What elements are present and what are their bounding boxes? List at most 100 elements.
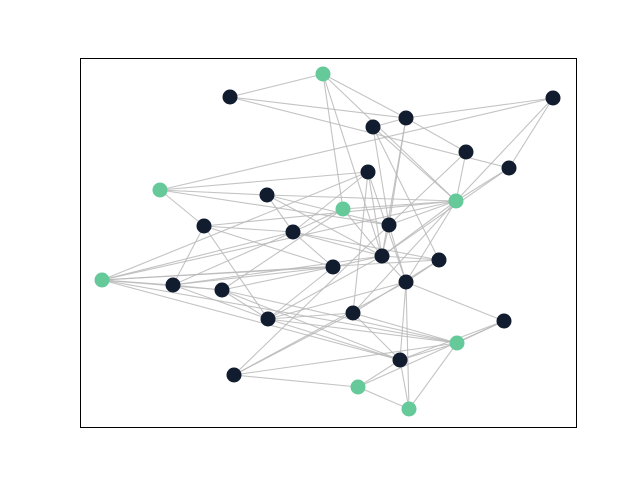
graph-edge bbox=[101, 266, 334, 281]
graph-edge bbox=[408, 342, 458, 410]
graph-edge bbox=[405, 117, 467, 153]
graph-node-dark bbox=[325, 259, 341, 275]
graph-edge bbox=[292, 231, 383, 257]
graph-edge bbox=[233, 342, 458, 376]
graph-edge bbox=[292, 231, 334, 268]
graph-edge bbox=[372, 126, 457, 202]
graph-edge bbox=[367, 171, 383, 257]
graph-edge bbox=[267, 281, 407, 320]
graph-edge bbox=[101, 231, 294, 281]
graph-edge bbox=[221, 289, 458, 344]
graph-edge bbox=[352, 200, 457, 314]
graph-edge bbox=[221, 289, 269, 320]
graph-edge bbox=[455, 151, 467, 202]
graph-node-dark bbox=[365, 119, 381, 135]
graph-edge bbox=[352, 171, 369, 314]
graph-edge bbox=[357, 386, 410, 410]
graph-edge bbox=[172, 231, 294, 286]
graph-edge bbox=[292, 231, 440, 261]
graph-edge bbox=[381, 255, 440, 261]
graph-edge bbox=[399, 359, 410, 410]
graph-edge bbox=[101, 279, 401, 361]
graph-edge bbox=[267, 318, 458, 344]
graph-node-dark bbox=[165, 277, 181, 293]
graph-node-dark bbox=[398, 274, 414, 290]
graph-node-green bbox=[401, 401, 417, 417]
graph-node-green bbox=[448, 193, 464, 209]
graph-node-dark bbox=[360, 164, 376, 180]
graph-edge bbox=[322, 73, 383, 257]
graph-node-green bbox=[350, 379, 366, 395]
graph-edge bbox=[203, 225, 294, 233]
graph-edge bbox=[229, 73, 324, 98]
graph-node-dark bbox=[458, 144, 474, 160]
graph-node-green bbox=[94, 272, 110, 288]
graph-node-dark bbox=[545, 90, 561, 106]
graph-edge bbox=[332, 255, 383, 268]
graph-node-dark bbox=[260, 311, 276, 327]
graph-nodes bbox=[94, 66, 561, 417]
graph-edge bbox=[159, 97, 554, 191]
graph-node-dark bbox=[196, 218, 212, 234]
graph-node-dark bbox=[501, 160, 517, 176]
graph-edge bbox=[101, 279, 458, 344]
graph-edge bbox=[221, 266, 334, 291]
graph-edge bbox=[159, 189, 205, 227]
graph-edge bbox=[357, 320, 505, 388]
graph-node-dark bbox=[259, 187, 275, 203]
graph-node-dark bbox=[381, 217, 397, 233]
graph-node-green bbox=[315, 66, 331, 82]
graph-edge bbox=[381, 117, 407, 257]
graph-edge bbox=[101, 279, 223, 291]
graph-edge bbox=[455, 97, 554, 202]
graph-edge bbox=[372, 126, 390, 226]
graph-edge bbox=[399, 281, 407, 361]
graph-edge bbox=[233, 374, 359, 388]
graph-edge bbox=[352, 312, 458, 344]
graph-node-dark bbox=[222, 89, 238, 105]
graph-edge bbox=[405, 281, 505, 322]
graph-node-dark bbox=[392, 352, 408, 368]
graph-edge bbox=[388, 224, 407, 283]
graph-edge bbox=[399, 342, 458, 361]
graph-edge bbox=[101, 200, 457, 281]
graph-edge bbox=[267, 312, 354, 320]
graph-edge bbox=[292, 171, 369, 233]
graph-node-dark bbox=[496, 313, 512, 329]
graph-edge bbox=[508, 97, 554, 169]
graph-edge bbox=[322, 73, 344, 210]
graph-edge bbox=[172, 284, 269, 320]
graph-edge bbox=[405, 97, 554, 119]
graph-edges bbox=[101, 73, 554, 410]
graph-edge bbox=[159, 189, 268, 196]
graph-edge bbox=[221, 208, 344, 291]
graph-edge bbox=[388, 200, 457, 226]
graph-edge bbox=[203, 225, 334, 268]
graph-edge bbox=[267, 318, 401, 361]
graph-edge bbox=[322, 73, 407, 119]
graph-node-dark bbox=[285, 224, 301, 240]
graph-edge bbox=[266, 194, 457, 202]
graph-edge bbox=[233, 281, 407, 376]
graph-node-green bbox=[449, 335, 465, 351]
graph-node-dark bbox=[374, 248, 390, 264]
graph-node-dark bbox=[214, 282, 230, 298]
graph-node-dark bbox=[398, 110, 414, 126]
graph-edge bbox=[172, 266, 334, 286]
graph-edge bbox=[372, 126, 440, 261]
graph-edge bbox=[267, 266, 334, 320]
graph-edge bbox=[233, 224, 390, 376]
graph-edge bbox=[101, 171, 369, 281]
graph-node-dark bbox=[345, 305, 361, 321]
graph-edge bbox=[357, 359, 401, 388]
graph-node-dark bbox=[431, 252, 447, 268]
plot-frame bbox=[80, 58, 577, 428]
graph-node-green bbox=[152, 182, 168, 198]
graph-node-green bbox=[335, 201, 351, 217]
graph-edge bbox=[266, 194, 294, 233]
graph-edge bbox=[267, 255, 383, 320]
graph-edge bbox=[405, 200, 457, 283]
graph-edge bbox=[352, 259, 440, 314]
graph-node-dark bbox=[226, 367, 242, 383]
